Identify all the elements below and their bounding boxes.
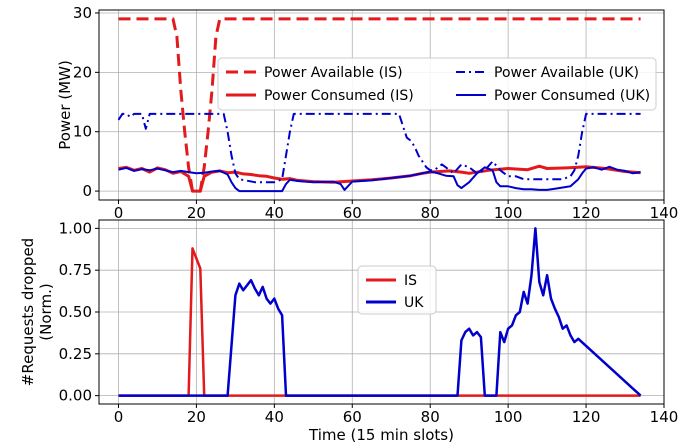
legend: IS UK (357, 265, 437, 315)
x-axis-label: Time (15 min slots) (308, 426, 454, 444)
legend-box (357, 265, 437, 315)
x-tick-label: 40 (265, 408, 284, 426)
y-tick-label: 0.50 (59, 303, 92, 321)
x-tick-label: 140 (650, 408, 679, 426)
y-axis-label: Power (MW) (56, 60, 74, 150)
legend-box (217, 57, 657, 111)
legend-label: Power Consumed (IS) (264, 88, 414, 104)
x-tick-label: 0 (114, 408, 124, 426)
y-tick-label: 0.75 (59, 261, 92, 279)
x-tick-label: 60 (343, 408, 362, 426)
legend-label: IS (404, 273, 417, 289)
x-tick-label: 100 (494, 408, 523, 426)
legend: Power Available (IS) Power Consumed (IS) P… (217, 57, 657, 111)
x-tick-label: 20 (187, 204, 206, 222)
x-tick-label: 60 (343, 204, 362, 222)
series-line-power-available-uk (117, 112, 641, 184)
x-tick-label: 140 (650, 204, 679, 222)
x-tick-label: 0 (114, 204, 124, 222)
top-power-chart: 0 20 40 60 80 100 120 140 0 10 20 30 Power (MW) Power… (56, 4, 678, 222)
series-line-power-available-is (118, 17, 641, 193)
bottom-requests-chart: 0 20 40 60 80 100 120 140 0.00 0.25 0.50 0.75 1.00#R… (19, 219, 678, 444)
y-tick-label: 30 (73, 4, 92, 22)
x-tick-label: 120 (572, 204, 601, 222)
series-line-uk (118, 227, 642, 397)
y-tick-label: 20 (73, 63, 92, 81)
x-tick-label: 80 (421, 408, 440, 426)
legend-label: Power Consumed (UK) (494, 88, 650, 104)
legend-label: Power Available (UK) (494, 65, 639, 81)
x-tick-label: 80 (421, 204, 440, 222)
legend-label: Power Available (IS) (264, 65, 403, 81)
x-tick-label: 120 (572, 408, 601, 426)
y-tick-label: 0 (82, 182, 92, 200)
y-tick-label: 10 (73, 123, 92, 141)
x-tick-label: 40 (265, 204, 284, 222)
y-tick-label: 0.00 (59, 387, 92, 405)
y-axis-label: #Requests dropped(Norm.) (19, 238, 55, 386)
x-tick-label: 20 (187, 408, 206, 426)
legend-label: UK (404, 295, 424, 311)
y-tick-label: 0.25 (59, 345, 92, 363)
y-tick-label: 1.00 (59, 219, 92, 237)
x-tick-label: 100 (494, 204, 523, 222)
series-line-power-consumed-uk (118, 165, 641, 193)
plot-frame (98, 9, 665, 201)
